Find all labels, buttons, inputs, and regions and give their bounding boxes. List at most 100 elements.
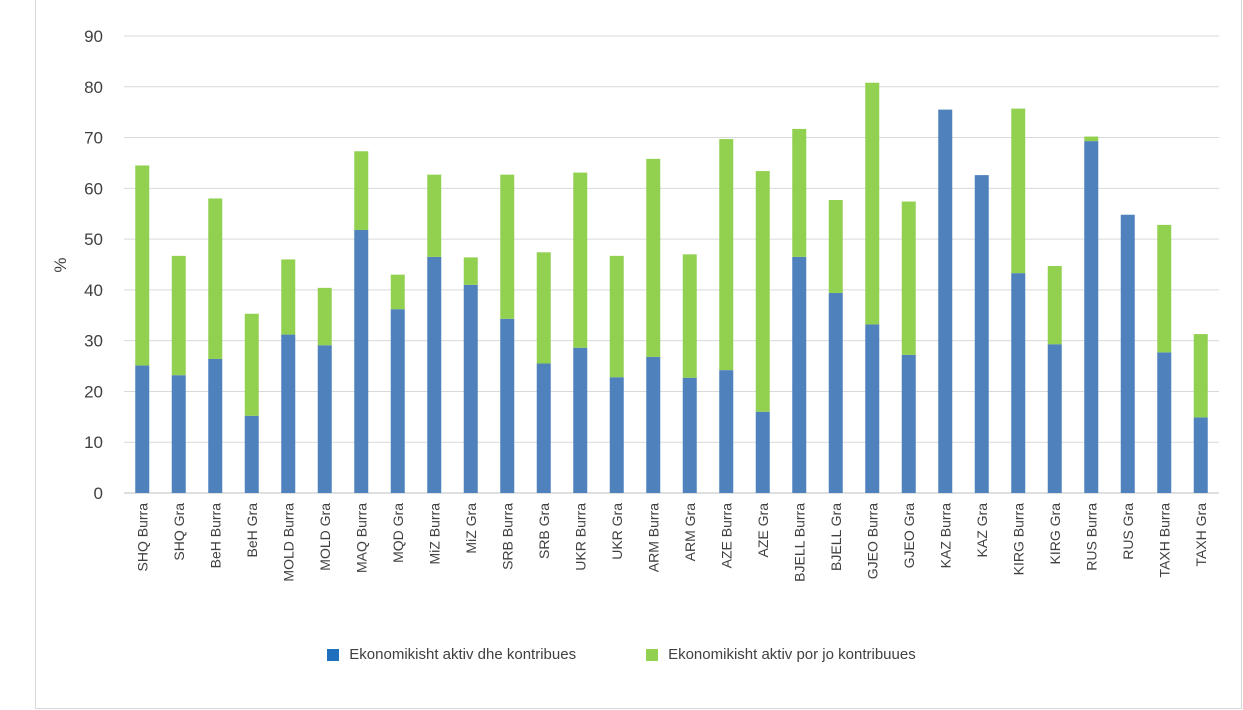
bar-series-2: [135, 165, 150, 366]
bar-series-2: [573, 172, 588, 348]
bar-series-1: [646, 356, 661, 493]
bar-series-1: [719, 370, 734, 493]
bar-series-2: [317, 287, 332, 346]
bar-series-2: [646, 158, 661, 357]
bar-series-2: [463, 257, 478, 285]
legend-swatch-series-2: [646, 648, 659, 661]
bar-series-1: [281, 334, 296, 493]
bar-series-2: [390, 274, 405, 310]
legend-item-series-2: Ekonomikisht aktiv por jo kontribuues: [646, 646, 916, 663]
x-category-label: SHQ Burra: [134, 503, 150, 572]
x-category-label: KIRG Burra: [1010, 503, 1026, 576]
bar-series-1: [536, 363, 551, 493]
bar-series-2: [828, 200, 843, 293]
bar-series-1: [682, 377, 697, 493]
x-category-label: BeH Gra: [244, 503, 260, 558]
legend: Ekonomikisht aktiv dhe kontribues Ekonom…: [0, 646, 1243, 663]
gridlines: [124, 35, 1219, 494]
legend-swatch-series-1: [327, 648, 340, 661]
x-category-label: SRB Burra: [499, 503, 515, 570]
bar-series-2: [682, 254, 697, 378]
bar-series-2: [1084, 136, 1099, 142]
y-tick-label: 70: [84, 129, 103, 148]
y-tick-label: 50: [84, 230, 103, 249]
x-category-label: AZE Burra: [718, 503, 734, 569]
x-category-label: UKR Gra: [609, 503, 625, 560]
bar-series-2: [755, 171, 770, 412]
x-category-labels: SHQ Burra SHQ Gra BeH Burra BeH Gra MOLD Bur…: [134, 503, 1209, 582]
bar-series-1: [573, 347, 588, 493]
y-tick-label: 30: [84, 332, 103, 351]
x-category-label: BeH Burra: [207, 503, 223, 569]
x-category-label: MiZ Burra: [426, 503, 442, 565]
y-tick-label: 20: [84, 382, 103, 401]
bar-series-1: [792, 256, 807, 493]
chart-frame: [35, 0, 1242, 709]
bar-series-1: [390, 309, 405, 493]
bar-series-2: [208, 198, 223, 359]
x-category-label: SRB Gra: [536, 503, 552, 559]
bar-series-2: [609, 255, 624, 378]
y-axis-label: %: [51, 257, 70, 272]
x-category-label: MQD Gra: [390, 503, 406, 563]
x-category-label: BJELL Burra: [791, 503, 807, 582]
x-category-label: RUS Gra: [1120, 503, 1136, 560]
bar-series-1: [755, 411, 770, 493]
bar-series-1: [1011, 273, 1026, 493]
bar-series-2: [792, 128, 807, 257]
x-category-label: TAXH Gra: [1193, 503, 1209, 567]
x-category-label: SHQ Gra: [171, 503, 187, 561]
bar-series-1: [135, 365, 150, 493]
bar-series-2: [1157, 224, 1172, 353]
bar-series-1: [828, 292, 843, 493]
bar-series-2: [500, 174, 515, 319]
x-category-label: AZE Gra: [755, 503, 771, 558]
x-category-label: ARM Gra: [682, 503, 698, 562]
bar-series-1: [865, 324, 880, 493]
x-category-label: MOLD Burra: [280, 503, 296, 582]
x-category-label: UKR Burra: [572, 503, 588, 571]
x-category-label: MiZ Gra: [463, 503, 479, 554]
legend-label-series-2: Ekonomikisht aktiv por jo kontribuues: [668, 646, 916, 663]
bar-series-1: [427, 256, 442, 493]
x-category-label: GJEO Burra: [864, 503, 880, 579]
bar-series-1: [1157, 352, 1172, 493]
y-tick-label: 90: [84, 27, 103, 46]
bar-series-1: [1084, 141, 1099, 494]
bar-series-2: [1047, 266, 1062, 345]
legend-label-series-1: Ekonomikisht aktiv dhe kontribues: [349, 646, 577, 663]
x-category-label: KAZ Gra: [974, 503, 990, 558]
x-category-label: TAXH Burra: [1156, 503, 1172, 578]
bar-series-1: [500, 318, 515, 493]
x-category-label: MAQ Burra: [353, 503, 369, 573]
bar-series-2: [354, 151, 369, 230]
bar-series-2: [901, 201, 916, 355]
bar-series-2: [865, 82, 880, 325]
bar-series-1: [354, 229, 369, 493]
bar-series-1: [1120, 214, 1135, 493]
bar-series-2: [1011, 108, 1026, 274]
x-category-label: ARM Burra: [645, 503, 661, 572]
bar-series-1: [938, 109, 953, 493]
bar-series-2: [171, 255, 186, 376]
x-category-label: KAZ Burra: [937, 503, 953, 569]
y-tick-label: 40: [84, 281, 103, 300]
bar-series-2: [536, 252, 551, 364]
y-tick-label: 60: [84, 179, 103, 198]
bar-series-2: [427, 174, 442, 257]
x-category-label: GJEO Gra: [901, 503, 917, 569]
bar-series-1: [974, 175, 989, 493]
bar-series-1: [317, 345, 332, 493]
x-category-label: RUS Burra: [1083, 503, 1099, 571]
bar-series-1: [609, 377, 624, 493]
bar-series-2: [244, 313, 259, 416]
y-tick-label: 0: [94, 484, 103, 503]
bars: [135, 82, 1208, 494]
bar-series-1: [208, 358, 223, 493]
bar-series-1: [1193, 417, 1208, 493]
bar-series-2: [281, 259, 296, 335]
bar-series-2: [719, 139, 734, 371]
x-category-label: MOLD Gra: [317, 503, 333, 571]
bar-series-1: [244, 415, 259, 493]
legend-item-series-1: Ekonomikisht aktiv dhe kontribues: [327, 646, 576, 663]
